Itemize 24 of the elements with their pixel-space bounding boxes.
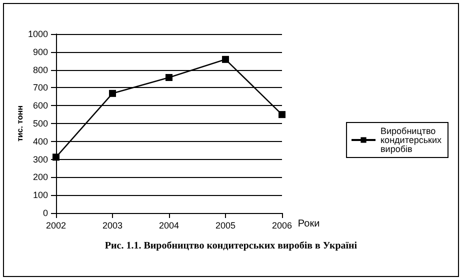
y-tick-label: 100 <box>32 190 48 200</box>
y-tick-label: 300 <box>32 154 48 164</box>
y-tick-label: 400 <box>32 136 48 146</box>
point <box>222 56 229 63</box>
x-tick-label: 2004 <box>158 220 180 230</box>
y-tick-label: 800 <box>32 64 48 75</box>
x-tick-label: 2006 <box>272 220 292 230</box>
y-tick-label: 600 <box>32 100 48 111</box>
y-tick-label: 900 <box>32 46 48 57</box>
text: Рис. 1.1. Виробництво кондитерських виробів в Україні <box>104 240 358 252</box>
y-axis-title: тис. тонн <box>16 105 24 142</box>
x-tick-label: 2003 <box>102 220 123 230</box>
y-tick-label: 700 <box>32 82 48 93</box>
y-tick-label: 500 <box>32 118 48 128</box>
x-axis-title: Роки <box>298 218 320 230</box>
x-tick-label: 2005 <box>215 220 236 230</box>
y-tick-label: 1000 <box>28 29 48 39</box>
y-tick-label: 0 <box>42 208 48 218</box>
point <box>278 111 286 118</box>
y-tick-label: 200 <box>32 172 48 182</box>
point <box>166 74 172 81</box>
point <box>109 90 116 97</box>
legend-label: Виробництво кондитерських виробів <box>380 126 444 154</box>
x-tick-label: 2002 <box>46 220 66 230</box>
